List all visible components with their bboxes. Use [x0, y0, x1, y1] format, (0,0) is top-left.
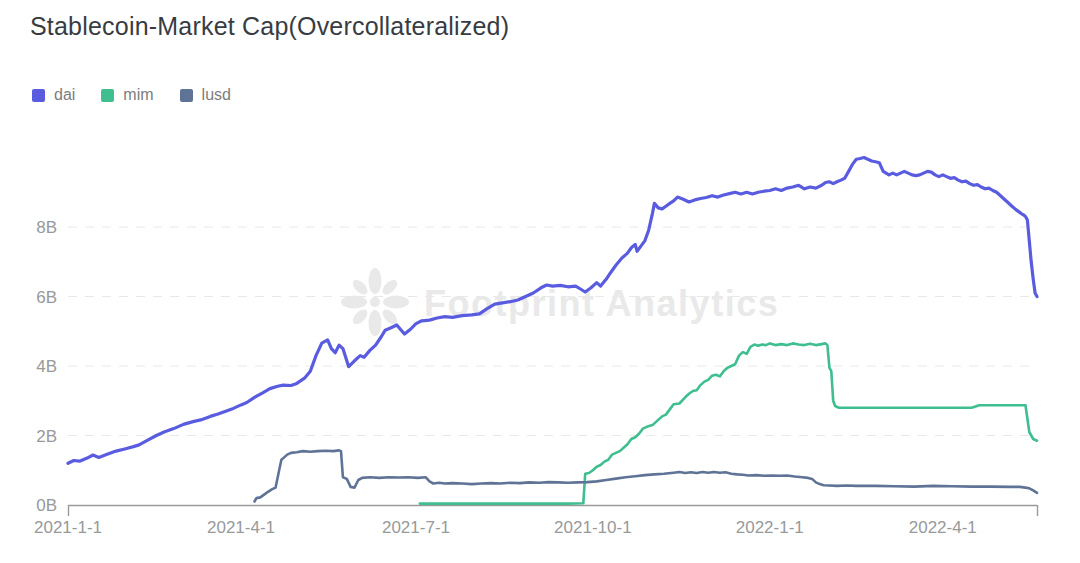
watermark-center-dot: [370, 297, 380, 307]
axis-labels-layer: 0B 2B 4B 6B 8B 2021-1-1 2021-4-1 2021-7-1 2021-1…: [34, 218, 977, 537]
x-axis-tick-label: 2022-4-1: [909, 518, 977, 537]
watermark-petal: [350, 277, 370, 297]
watermark-petal: [383, 296, 409, 309]
axis-layer: [68, 505, 1038, 516]
watermark-petal: [350, 307, 370, 327]
chart-card: Stablecoin-Market Cap(Overcollateralized…: [0, 0, 1080, 563]
watermark-text: Footprint Analytics: [424, 283, 779, 324]
x-axis-tick-label: 2021-1-1: [34, 518, 102, 537]
y-axis-tick-label: 6B: [36, 288, 57, 307]
x-axis-tick-label: 2021-4-1: [207, 518, 275, 537]
x-axis-tick-label: 2022-1-1: [736, 518, 804, 537]
watermark-petal: [380, 277, 400, 297]
watermark-petal: [369, 268, 382, 294]
series-layer: [68, 158, 1037, 504]
chart-plot-area[interactable]: Footprint Analytics 0B 2B 4B 6B 8B 2021-1-1 20…: [0, 0, 1080, 563]
y-axis-tick-label: 4B: [36, 357, 57, 376]
y-axis-tick-label: 2B: [36, 427, 57, 446]
y-axis-tick-label: 8B: [36, 218, 57, 237]
watermark-petal: [341, 296, 367, 309]
watermark-petal: [369, 310, 382, 336]
lusd-line-series[interactable]: [255, 450, 1038, 501]
gridlines-layer: [68, 227, 1037, 436]
y-axis-tick-label: 0B: [36, 496, 57, 515]
mim-line-series[interactable]: [420, 343, 1037, 503]
footprint-analytics-watermark: Footprint Analytics: [341, 268, 779, 336]
x-axis-tick-label: 2021-7-1: [382, 518, 450, 537]
x-axis-tick-label: 2021-10-1: [554, 518, 632, 537]
